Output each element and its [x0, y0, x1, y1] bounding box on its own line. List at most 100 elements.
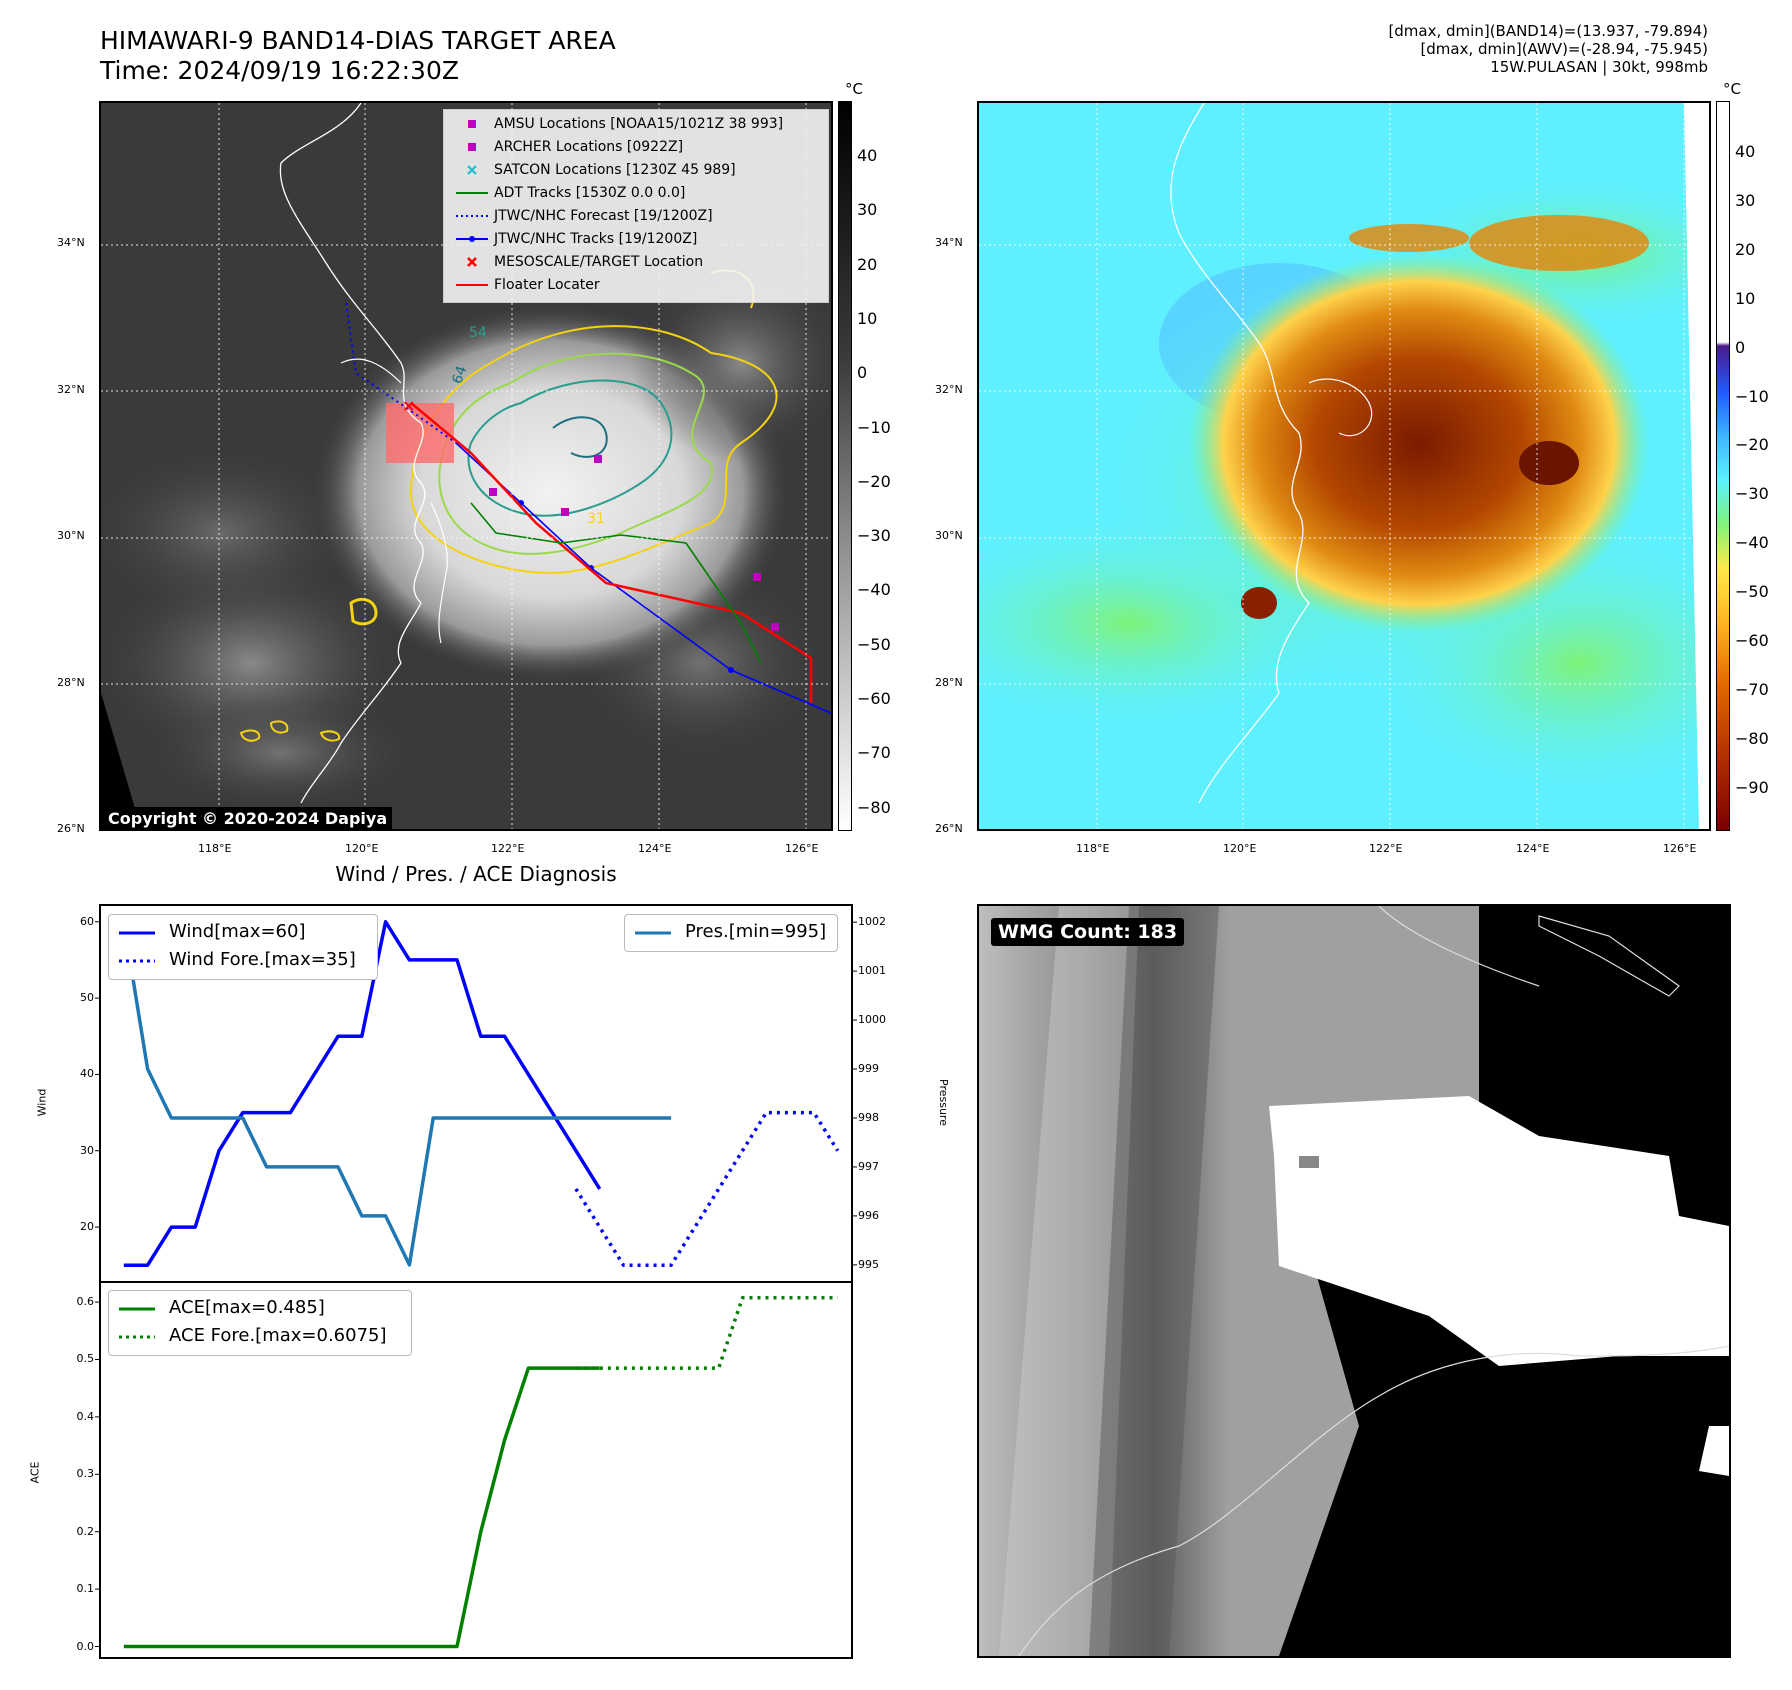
- colorbar-tick-label: −80: [857, 797, 891, 817]
- lon-label: 122°E: [1369, 842, 1403, 855]
- y-tick-label: 40: [80, 1067, 94, 1081]
- info-line-2: [dmax, dmin](AWV)=(-28.94, -75.945): [1420, 40, 1708, 58]
- red-line-icon: [454, 275, 490, 295]
- colorbar-tick-label: 30: [857, 200, 878, 220]
- ace-legend-label: ACE[max=0.485]: [169, 1297, 325, 1318]
- copyright-label: Copyright © 2020-2024 Dapiya: [103, 807, 393, 829]
- colorbar-tick-label: 30: [1735, 190, 1756, 210]
- colorbar-tick-label: −20: [1735, 435, 1769, 455]
- diagnosis-title: Wind / Pres. / ACE Diagnosis: [335, 862, 617, 886]
- green-line-icon: [454, 183, 490, 203]
- colorbar-tick-label: −90: [1735, 777, 1769, 797]
- info-panel: [dmax, dmin](BAND14)=(13.937, -79.894) […: [1108, 22, 1708, 76]
- y-tick-label: 0.6: [76, 1295, 95, 1309]
- pressure-axis-label: Pressure: [936, 1079, 950, 1126]
- wmg-count-badge: WMG Count: 183: [991, 918, 1185, 946]
- lat-label: 32°N: [935, 383, 963, 396]
- lat-label: 30°N: [57, 529, 85, 542]
- wind-axis-label: Wind: [35, 1088, 49, 1117]
- colorbar-tick-label: −70: [857, 743, 891, 763]
- wmg-graphic: [979, 906, 1729, 1656]
- colorbar-tick-label: −40: [1735, 533, 1769, 553]
- y2-tick-label: 998: [858, 1110, 879, 1124]
- colorbar-tick-label: −10: [857, 417, 891, 437]
- cyan-x-icon: [454, 160, 490, 180]
- pressure-line-icon: [633, 921, 673, 945]
- colorbar-tick-label: 20: [1735, 239, 1756, 259]
- title-line-1: HIMAWARI-9 BAND14-DIAS TARGET AREA: [100, 26, 616, 55]
- info-line-3: 15W.PULASAN | 30kt, 998mb: [1490, 58, 1708, 76]
- blue-line-dot-icon: [454, 229, 490, 249]
- y-tick-label: 50: [80, 991, 94, 1005]
- red-x-icon: [454, 252, 490, 272]
- y-tick-label: 0.0: [76, 1639, 95, 1653]
- y-tick-label: 30: [80, 1143, 94, 1157]
- lat-label: 26°N: [935, 822, 963, 835]
- y-tick-label: 0.3: [76, 1467, 95, 1481]
- colorbar-tick-label: 10: [1735, 288, 1756, 308]
- y2-tick-label: 1000: [858, 1013, 886, 1027]
- ir-map: × 54 64 31 AMSU Locations [NOAA15/1021Z …: [99, 101, 833, 831]
- colorbar-tick-label: −10: [1735, 386, 1769, 406]
- colorbar-tick-label: 0: [857, 363, 868, 383]
- lat-label: 34°N: [935, 236, 963, 249]
- y-tick-label: 0.1: [76, 1582, 95, 1596]
- y2-tick-label: 997: [858, 1159, 879, 1173]
- y2-tick-label: 995: [858, 1257, 879, 1271]
- series-line-wind: [123, 920, 602, 1267]
- wind-forecast-line-icon: [117, 949, 157, 973]
- ace-line-icon: [117, 1297, 157, 1321]
- wmg-panel: WMG Count: 183: [977, 904, 1731, 1658]
- lon-label: 126°E: [785, 842, 819, 855]
- info-line-1: [dmax, dmin](BAND14)=(13.937, -79.894): [1388, 22, 1708, 40]
- diagnosis-chart: [95, 904, 857, 1659]
- ace-forecast-legend-label: ACE Fore.[max=0.6075]: [169, 1325, 387, 1346]
- colorbar-tick-label: −50: [1735, 582, 1769, 602]
- colorbar-tick-label: −30: [857, 526, 891, 546]
- colorbar-tick-label: −20: [857, 471, 891, 491]
- wv-colorbar-unit: °C: [1723, 80, 1741, 98]
- colorbar-tick-label: −40: [857, 580, 891, 600]
- colorbar-tick-label: 10: [857, 308, 878, 328]
- ace-axis-label: ACE: [28, 1461, 42, 1484]
- colorbar-tick-label: 0: [1735, 337, 1746, 357]
- colorbar-tick-label: −80: [1735, 728, 1769, 748]
- y-tick-label: 60: [80, 914, 94, 928]
- lon-label: 122°E: [491, 842, 525, 855]
- lon-label: 120°E: [345, 842, 379, 855]
- lat-label: 26°N: [57, 822, 85, 835]
- purple-square-icon: [454, 137, 490, 157]
- ir-colorbar-unit: °C: [845, 80, 863, 98]
- contour-label-31: 31: [587, 511, 605, 527]
- ir-colorbar: [838, 101, 852, 831]
- map-legend: AMSU Locations [NOAA15/1021Z 38 993] ARC…: [443, 109, 829, 303]
- series-line-wind-fore: [574, 1110, 840, 1267]
- wv-map: [977, 101, 1711, 831]
- lon-label: 124°E: [1516, 842, 1550, 855]
- lat-label: 34°N: [57, 236, 85, 249]
- lat-label: 28°N: [57, 676, 85, 689]
- wv-map-graphic: [979, 103, 1709, 829]
- wind-line-icon: [117, 921, 157, 945]
- colorbar-tick-label: −60: [857, 689, 891, 708]
- y-tick-label: 0.5: [76, 1352, 95, 1366]
- wind-legend: Wind[max=60] Wind Fore.[max=35]: [108, 914, 378, 980]
- colorbar-tick-label: −70: [1735, 679, 1769, 699]
- colorbar-tick-label: −50: [857, 634, 891, 654]
- wv-colorbar: [1716, 101, 1730, 831]
- wind-legend-label: Wind[max=60]: [169, 921, 306, 942]
- plot-frame: [99, 1281, 853, 1659]
- y2-tick-label: 999: [858, 1062, 879, 1076]
- lon-label: 126°E: [1663, 842, 1697, 855]
- blue-dotted-line-icon: [454, 206, 490, 226]
- svg-text:×: ×: [402, 396, 415, 415]
- lon-label: 120°E: [1223, 842, 1257, 855]
- series-line-ace-fore: [575, 1296, 838, 1370]
- y-tick-label: 0.2: [76, 1524, 95, 1538]
- colorbar-tick-label: −30: [1735, 484, 1769, 504]
- ace-legend: ACE[max=0.485] ACE Fore.[max=0.6075]: [108, 1290, 412, 1356]
- colorbar-tick-label: −60: [1735, 631, 1769, 650]
- ace-forecast-line-icon: [117, 1325, 157, 1349]
- contour-label-54: 54: [469, 325, 487, 341]
- lat-label: 32°N: [57, 383, 85, 396]
